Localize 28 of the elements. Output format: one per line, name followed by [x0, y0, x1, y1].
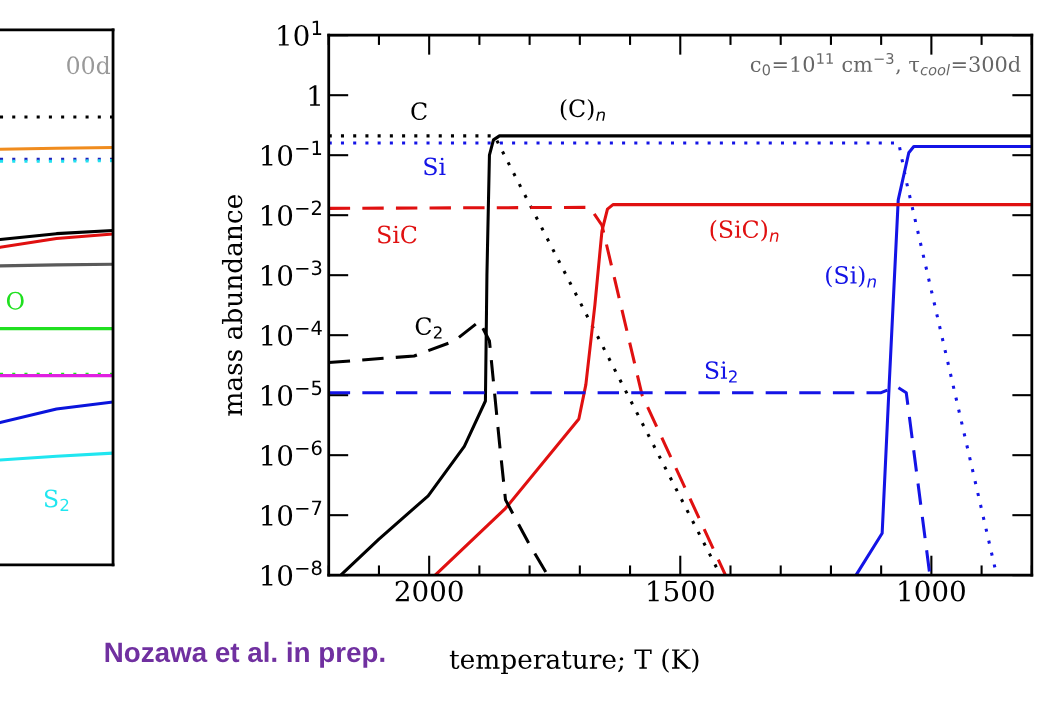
y-tick-label: 10$^{−6}$: [261, 440, 322, 466]
text: 00d: [67, 55, 111, 75]
series-label: C$_{2}$: [415, 317, 442, 339]
series-label: (Si)$_{n}$: [826, 265, 876, 288]
text: Nozawa et al. in prep.: [105, 641, 385, 668]
y-tick-label: 1: [309, 85, 320, 106]
series-label: (C)$_{n}$: [560, 98, 605, 121]
y-axis-title: mass abundance: [221, 195, 243, 416]
series-label: C: [411, 102, 427, 121]
x-tick-label: 1500: [648, 580, 714, 602]
y-tick-label: 10$^{−1}$: [261, 140, 322, 166]
y-tick-label: 10$^{−8}$: [261, 560, 322, 586]
series-label: Si: [424, 157, 446, 176]
y-tick-label: 10$^{−4}$: [261, 320, 322, 346]
x-tick-label: 2000: [395, 580, 463, 602]
y-tick-label: 10$^{−7}$: [261, 500, 322, 526]
x-axis-title: temperature; T (K): [449, 648, 699, 675]
series-label: O: [6, 291, 24, 310]
text: c$_{0}$=10$^{11}$ cm$^{−3}$, τ$_{cool}$=300d: [750, 52, 1021, 76]
y-tick-label: 10$^{−5}$: [261, 380, 322, 406]
y-tick-label: 10$^{−3}$: [261, 260, 322, 286]
y-tick-label: 10$^{1}$: [278, 20, 322, 46]
y-tick-label: 10$^{−2}$: [261, 200, 321, 226]
series-label: (SiC)$_{n}$: [710, 219, 779, 242]
series-label: SiC: [378, 225, 417, 244]
series-label: Si$_{2}$: [705, 361, 737, 383]
x-tick-label: 1000: [899, 580, 965, 602]
series-label: S$_{2}$: [44, 489, 69, 511]
